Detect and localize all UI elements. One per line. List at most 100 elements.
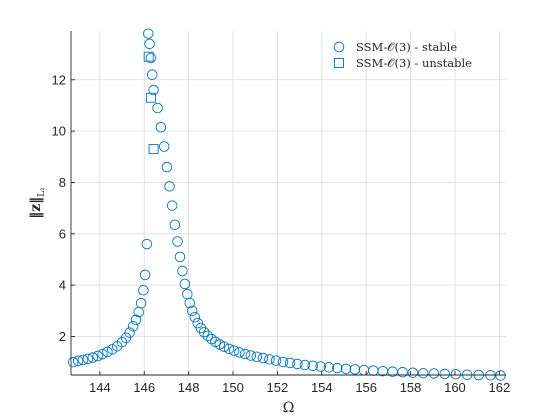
stable-point xyxy=(127,320,139,332)
stable-point xyxy=(245,350,257,361)
legend-circle-marker xyxy=(333,41,345,53)
stable-point xyxy=(72,355,84,367)
stable-point xyxy=(257,352,269,364)
x-tick-label: 154 xyxy=(311,380,333,395)
stable-point xyxy=(87,352,98,363)
x-tick-label: 146 xyxy=(133,380,155,395)
stable-point xyxy=(174,251,186,263)
x-tick-label: 150 xyxy=(222,380,244,395)
stable-point xyxy=(495,370,506,381)
stable-point xyxy=(397,366,408,378)
y-tick-label: 12 xyxy=(52,72,66,87)
stable-point xyxy=(124,327,135,338)
stable-point xyxy=(239,348,251,360)
stable-point xyxy=(439,368,450,380)
stable-point xyxy=(142,28,154,39)
y-tick-label: 6 xyxy=(59,226,66,241)
x-tick-label: 144 xyxy=(89,380,111,395)
x-tick-label: 156 xyxy=(355,380,377,395)
y-axis-label-main: ‖z‖ xyxy=(28,197,44,219)
y-axis-label-subscript: L₂ xyxy=(37,187,47,197)
stable-point xyxy=(130,314,142,326)
stable-point xyxy=(284,357,296,369)
stable-point xyxy=(97,348,108,360)
stable-point xyxy=(450,368,462,380)
stable-point xyxy=(141,238,153,250)
stable-point xyxy=(82,353,94,365)
y-tick-label: 10 xyxy=(52,124,66,139)
y-tick-label: 2 xyxy=(59,329,66,344)
stable-point xyxy=(218,341,230,353)
y-axis-ticks: 2 4 6 8 10 12 xyxy=(52,72,75,344)
stable-point xyxy=(332,362,343,374)
stable-point xyxy=(135,297,147,309)
stable-point xyxy=(299,359,311,371)
stable-point xyxy=(307,360,318,372)
stable-point xyxy=(323,362,335,373)
stable-point xyxy=(179,278,191,290)
stable-point xyxy=(138,285,149,296)
stable-point xyxy=(198,326,210,338)
stable-point xyxy=(186,305,198,317)
stable-point xyxy=(340,363,352,375)
stable-point xyxy=(145,52,157,64)
stable-point xyxy=(184,297,195,309)
stable-point xyxy=(148,84,159,96)
legend-entry-unstable: SSM-𝒪(3) - unstable xyxy=(334,56,472,70)
stable-point xyxy=(315,361,326,372)
x-tick-label: 160 xyxy=(444,380,466,395)
legend-square-marker xyxy=(334,58,344,68)
stable-point xyxy=(172,236,183,247)
stable-point xyxy=(146,69,158,80)
stable-point xyxy=(189,311,201,323)
stable-point xyxy=(407,367,419,378)
x-tick-label: 158 xyxy=(400,380,422,395)
axes xyxy=(70,31,506,376)
stable-point xyxy=(223,343,235,355)
x-tick-label: 152 xyxy=(267,380,289,395)
y-axis-label: ‖z‖L₂ xyxy=(28,187,47,219)
unstable-point xyxy=(143,51,154,62)
x-tick-label: 162 xyxy=(488,380,510,395)
stable-point xyxy=(177,265,188,277)
stable-point xyxy=(270,355,282,366)
stable-point xyxy=(277,356,289,368)
stable-point xyxy=(67,356,79,368)
stable-point xyxy=(292,358,303,370)
stable-point xyxy=(264,354,275,365)
stable-point xyxy=(169,219,181,231)
legend-entry-stable: SSM-𝒪(3) - stable xyxy=(333,40,457,54)
stable-point xyxy=(92,350,103,362)
y-tick-label: 8 xyxy=(59,175,66,190)
stable-point xyxy=(102,346,113,358)
unstable-point xyxy=(145,92,156,103)
stable-point xyxy=(195,322,207,334)
stable-point xyxy=(428,368,440,379)
legend-label-unstable: SSM-𝒪(3) - unstable xyxy=(356,56,472,70)
stable-point xyxy=(144,38,155,50)
stable-point xyxy=(158,141,170,152)
plot-area xyxy=(71,31,506,375)
y-tick-label: 4 xyxy=(59,278,66,293)
stable-point xyxy=(166,200,178,211)
svg-text:‖z‖L₂: ‖z‖L₂ xyxy=(28,187,47,219)
stable-point xyxy=(161,161,173,173)
stable-point xyxy=(228,345,240,356)
x-tick-label: 148 xyxy=(178,380,200,395)
stable-point xyxy=(234,347,245,358)
stable-point xyxy=(152,102,163,114)
x-axis-ticks: 144 146 148 150 152 154 156 158 160 162 xyxy=(89,371,510,395)
stable-point xyxy=(77,354,89,366)
unstable-point xyxy=(148,144,159,155)
stable-point xyxy=(120,332,132,344)
stable-point xyxy=(202,330,213,341)
legend: SSM-𝒪(3) - stable SSM-𝒪(3) - unstable xyxy=(333,40,472,70)
stable-point xyxy=(155,122,167,133)
stable-point xyxy=(251,351,263,363)
stable-point xyxy=(417,367,429,379)
stable-point xyxy=(164,181,175,192)
x-axis-label: Ω xyxy=(283,400,295,416)
legend-label-stable: SSM-𝒪(3) - stable xyxy=(356,40,457,54)
stable-point xyxy=(139,269,151,281)
